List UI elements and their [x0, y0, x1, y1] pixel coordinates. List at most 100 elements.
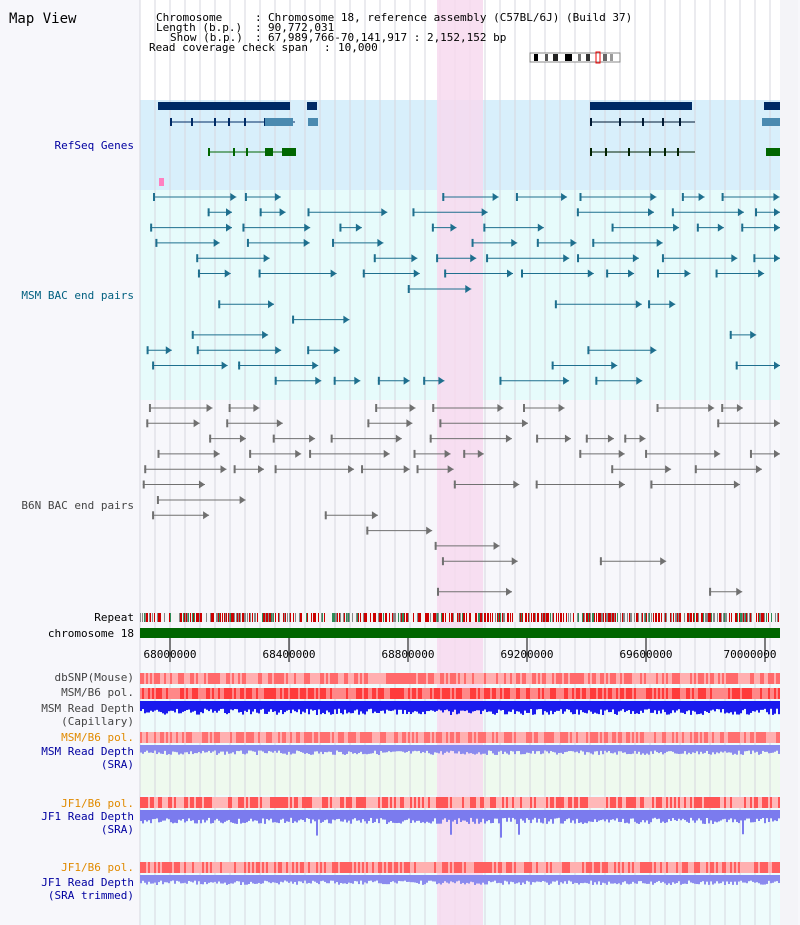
track-label-dbsnp[interactable]: dbSNP(Mouse) [54, 671, 134, 684]
heat-band-cell [154, 688, 156, 699]
repeat-mark [297, 613, 298, 622]
track-label-jf1-depth-sra-1[interactable]: JF1 Read Depth [41, 810, 134, 823]
depth-bar [676, 745, 678, 754]
heat-band-cell [586, 862, 588, 873]
heat-band-cell [280, 732, 282, 743]
repeat-mark [529, 613, 530, 622]
repeat-mark [303, 613, 304, 622]
heat-band-cell [208, 688, 210, 699]
heat-band-cell [382, 688, 384, 699]
depth-bar [290, 875, 292, 882]
heat-band-cell [240, 862, 242, 873]
depth-bar [680, 701, 682, 713]
repeat-mark [388, 613, 389, 622]
depth-bar [334, 701, 336, 710]
depth-bar [440, 875, 442, 885]
depth-bar [390, 810, 392, 822]
heat-band-cell [282, 688, 284, 699]
heat-band-cell [708, 797, 710, 808]
heat-band-cell [562, 862, 564, 873]
depth-bar [236, 875, 238, 882]
depth-bar [652, 810, 654, 819]
bac-pair-end [551, 361, 554, 370]
depth-bar [572, 745, 574, 752]
heat-band-cell [710, 797, 712, 808]
heat-band-cell [596, 688, 598, 699]
track-label-jf1-b6-pol-1[interactable]: JF1/B6 pol. [61, 797, 134, 810]
heat-band-cell [334, 797, 336, 808]
repeat-mark [431, 613, 432, 622]
track-label-jf1-b6-pol-2[interactable]: JF1/B6 pol. [61, 861, 134, 874]
heat-band-cell [386, 797, 388, 808]
depth-bar [702, 701, 704, 715]
repeat-mark [637, 613, 638, 622]
heat-band-cell [740, 862, 742, 873]
depth-bar [764, 745, 766, 752]
heat-band-cell [144, 673, 146, 684]
heat-band-cell [446, 862, 448, 873]
heat-band-cell [444, 673, 446, 684]
depth-bar [554, 810, 556, 819]
depth-bar [654, 701, 656, 711]
depth-bar [666, 745, 668, 752]
repeat-mark [145, 613, 146, 622]
heat-band-cell [158, 688, 160, 699]
bac-pair-end [193, 419, 200, 428]
depth-bar [556, 745, 558, 755]
heat-band-cell [158, 673, 160, 684]
depth-bar [432, 810, 434, 822]
repeat-mark [489, 613, 490, 622]
heat-band-cell [166, 732, 168, 743]
track-label-msm-b6-pol-1[interactable]: MSM/B6 pol. [61, 686, 134, 699]
depth-bar [722, 875, 724, 882]
depth-bar [698, 875, 700, 885]
heat-band-cell [288, 688, 290, 699]
heat-band-cell [430, 862, 432, 873]
depth-bar [168, 875, 170, 884]
heat-band-cell [544, 862, 546, 873]
depth-bar [706, 745, 708, 751]
depth-bar [220, 701, 222, 709]
depth-bar [626, 875, 628, 884]
depth-bar [274, 810, 276, 823]
heat-band-cell [626, 673, 628, 684]
heat-band-cell [342, 732, 344, 743]
depth-bar [162, 701, 164, 714]
track-label-msm-depth-sra-1[interactable]: MSM Read Depth [41, 745, 134, 758]
track-label-b6n-bac[interactable]: B6N BAC end pairs [21, 499, 134, 512]
repeat-mark [217, 613, 218, 622]
repeat-mark [481, 613, 482, 622]
track-label-refseq[interactable]: RefSeq Genes [54, 139, 134, 152]
heat-band-cell [388, 862, 390, 873]
heat-band-cell [168, 688, 170, 699]
heat-band-cell [328, 797, 330, 808]
depth-bar [318, 810, 320, 820]
heat-band-cell [158, 732, 160, 743]
repeat-mark [506, 613, 507, 622]
depth-bar [520, 810, 522, 819]
heat-band-cell [382, 732, 384, 743]
repeat-mark [607, 613, 608, 622]
heat-band-cell [198, 688, 200, 699]
depth-bar [732, 875, 734, 885]
heat-band-cell [402, 862, 404, 873]
repeat-mark [290, 613, 291, 622]
heat-band-cell [164, 688, 166, 699]
repeat-mark [403, 613, 404, 622]
repeat-mark [493, 613, 494, 622]
heat-band-cell [428, 673, 430, 684]
repeat-mark [435, 613, 436, 622]
track-label-msm-b6-pol-2[interactable]: MSM/B6 pol. [61, 731, 134, 744]
heat-band-cell [694, 732, 696, 743]
depth-bar [636, 701, 638, 714]
track-label-jf1-depth-trim-1[interactable]: JF1 Read Depth [41, 876, 134, 889]
track-label-msm-bac[interactable]: MSM BAC end pairs [21, 289, 134, 302]
heat-band-cell [670, 797, 672, 808]
track-label-msm-depth-cap-1[interactable]: MSM Read Depth [41, 702, 134, 715]
heat-band-cell [582, 673, 584, 684]
heat-band-cell [754, 797, 756, 808]
repeat-mark [375, 613, 376, 622]
depth-bar [714, 745, 716, 755]
heat-band-cell [738, 862, 740, 873]
